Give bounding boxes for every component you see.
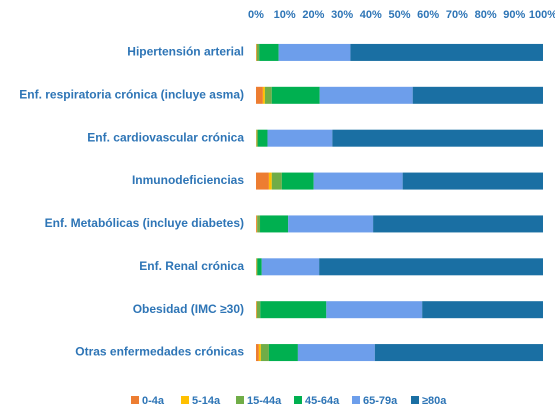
bar-segment <box>319 258 543 276</box>
bar-segment <box>256 258 258 276</box>
bar-segment <box>256 129 259 147</box>
bar-segment <box>256 172 269 190</box>
bar-segment <box>332 129 543 147</box>
x-tick-label: 70% <box>446 9 468 21</box>
legend-label: ≥80a <box>422 395 447 407</box>
bar-segment <box>297 344 375 362</box>
bar-segment <box>260 301 327 319</box>
legend-swatch <box>236 396 244 404</box>
bar-segment <box>256 86 263 104</box>
category-label: Otras enfermedades crónicas <box>75 345 244 359</box>
bar-segment <box>256 43 257 61</box>
bar-segment <box>268 172 272 190</box>
legend-label: 15-44a <box>247 395 282 407</box>
category-label: Enf. Metabólicas (incluye diabetes) <box>45 216 244 230</box>
bar-segment <box>259 43 279 61</box>
legend-swatch <box>294 396 302 404</box>
x-tick-label: 30% <box>331 9 353 21</box>
bar-segment <box>326 301 423 319</box>
bar-segment <box>258 129 268 147</box>
bar-segment <box>264 86 272 104</box>
bar-segment <box>260 215 289 233</box>
bar-segment <box>402 172 543 190</box>
bar-segment <box>260 344 269 362</box>
legend-swatch <box>181 396 189 404</box>
bar-segment <box>268 344 298 362</box>
x-tick-label: 20% <box>302 9 324 21</box>
bar-segment <box>412 86 543 104</box>
x-tick-label: 60% <box>417 9 439 21</box>
x-tick-label: 100% <box>529 9 555 21</box>
bar-segment <box>262 86 265 104</box>
bar-segment <box>373 215 543 233</box>
bar-segment <box>267 129 333 147</box>
bar-segment <box>256 301 261 319</box>
bar-segment <box>288 215 374 233</box>
bar-segment <box>374 344 543 362</box>
bar-segment <box>258 344 261 362</box>
bar-segment <box>313 172 403 190</box>
x-tick-label: 10% <box>274 9 296 21</box>
x-tick-label: 40% <box>360 9 382 21</box>
bar-segment <box>271 172 282 190</box>
category-label: Hipertensión arterial <box>127 45 244 59</box>
bar-segment <box>256 215 257 233</box>
legend-label: 0-4a <box>142 395 165 407</box>
bar-segment <box>256 344 259 362</box>
category-label: Enf. cardiovascular crónica <box>87 130 244 144</box>
bar-segment <box>257 215 261 233</box>
x-tick-label: 80% <box>475 9 497 21</box>
legend-swatch <box>352 396 360 404</box>
bar-segment <box>256 301 257 319</box>
x-tick-label: 0% <box>248 9 264 21</box>
x-tick-label: 90% <box>503 9 525 21</box>
bar-segment <box>319 86 413 104</box>
legend-label: 5-14a <box>192 395 221 407</box>
legend-swatch <box>131 396 139 404</box>
bar-segment <box>281 172 314 190</box>
legend-swatch <box>411 396 419 404</box>
bar-segment <box>257 258 262 276</box>
bar-segment <box>350 43 543 61</box>
bar-segment <box>271 86 320 104</box>
bar-segment <box>422 301 543 319</box>
category-label: Obesidad (IMC ≥30) <box>133 302 244 316</box>
legend-label: 65-79a <box>363 395 398 407</box>
category-label: Enf. respiratoria crónica (incluye asma) <box>19 87 244 101</box>
bar-segment <box>256 43 260 61</box>
x-tick-label: 50% <box>388 9 410 21</box>
category-label: Inmunodeficiencias <box>132 173 244 187</box>
bar-segment <box>278 43 351 61</box>
legend-label: 45-64a <box>305 395 340 407</box>
bar-segment <box>261 258 320 276</box>
category-label: Enf. Renal crónica <box>139 259 244 273</box>
